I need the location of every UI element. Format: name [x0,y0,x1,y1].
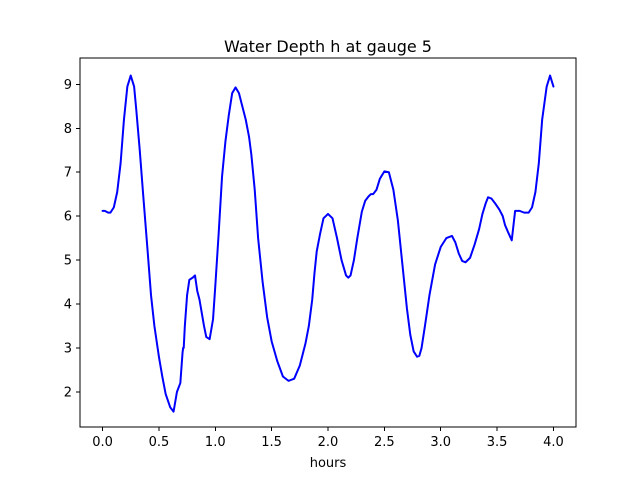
x-tick-label: 4.0 [543,435,564,450]
x-tick-label: 1.0 [205,435,226,450]
y-tick-label: 6 [64,210,72,225]
x-tick-label: 2.5 [374,435,395,450]
y-tick-label: 8 [64,122,72,137]
y-axis: 2 3 4 5 6 7 8 9 [64,78,80,400]
x-tick-label: 3.0 [430,435,451,450]
x-axis: 0.0 0.5 1.0 1.5 2.0 2.5 3.0 3.5 4.0 [92,427,564,450]
x-tick-label: 0.0 [92,435,113,450]
y-tick-label: 7 [64,166,72,181]
x-tick-label: 0.5 [149,435,170,450]
y-tick-label: 4 [64,298,72,313]
series-line [101,74,555,413]
chart-title: Water Depth h at gauge 5 [224,37,432,56]
y-tick-label: 2 [64,385,72,400]
x-tick-label: 2.0 [318,435,339,450]
x-tick-label: 3.5 [487,435,508,450]
y-tick-label: 3 [64,341,72,356]
x-tick-label: 1.5 [261,435,282,450]
y-tick-label: 5 [64,254,72,269]
x-axis-label: hours [310,456,347,471]
y-tick-label: 9 [64,78,72,93]
